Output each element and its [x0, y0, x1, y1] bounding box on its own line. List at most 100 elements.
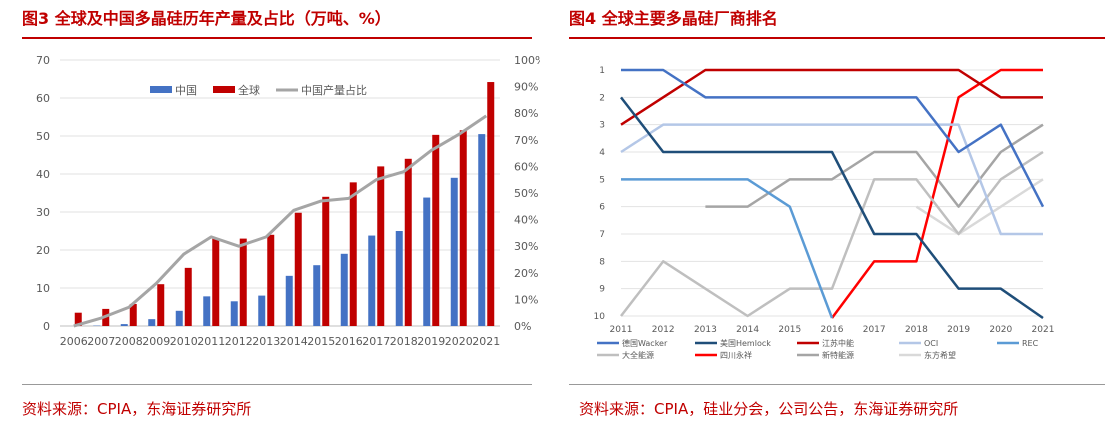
- left-axis-tick-label: 0: [43, 320, 50, 333]
- bar-全球: [432, 134, 440, 326]
- right-axis-tick-label: 90%: [514, 81, 538, 94]
- x-axis-tick-label: 2018: [905, 325, 928, 335]
- x-axis-tick-label: 2020: [445, 335, 473, 348]
- bar-全球: [239, 238, 247, 326]
- right-axis-tick-label: 50%: [514, 187, 538, 200]
- bar-中国: [120, 324, 128, 326]
- legend-label: 江苏中能: [822, 338, 854, 348]
- bar-中国: [478, 134, 486, 326]
- bar-全球: [184, 267, 192, 326]
- x-axis-tick-label: 2016: [821, 325, 844, 335]
- bar-中国: [285, 275, 293, 326]
- x-axis-tick-label: 2012: [225, 335, 253, 348]
- legend-label: 四川永祥: [720, 350, 752, 360]
- right-axis-tick-label: 60%: [514, 160, 538, 173]
- x-axis-tick-label: 2007: [87, 335, 115, 348]
- legend-label: 中国产量占比: [301, 83, 367, 97]
- bar-全球: [487, 82, 495, 326]
- line-series-四川永祥: [830, 68, 1043, 319]
- line-series-大全能源: [620, 150, 1044, 318]
- right-axis-tick-label: 40%: [514, 214, 538, 227]
- right-axis-tick-label: 70%: [514, 134, 538, 147]
- legend-label: 大全能源: [622, 350, 654, 360]
- bar-全球: [74, 312, 82, 326]
- legend-label: REC: [1022, 339, 1039, 348]
- x-axis-tick-label: 2016: [335, 335, 363, 348]
- x-axis-tick-label: 2021: [1032, 325, 1055, 335]
- x-axis-tick-label: 2017: [362, 335, 390, 348]
- legend-label: 美国Hemlock: [720, 338, 771, 348]
- bar-全球: [322, 196, 330, 326]
- bar-中国: [203, 296, 211, 326]
- legend-label: 东方希望: [924, 350, 956, 360]
- y-axis-tick-label: 7: [599, 230, 605, 240]
- ranking-chart: 1 2 3 4 5 6 7 8 9 10 2011 2012 2013 2014 2015 2016 2017 2…: [594, 66, 1055, 360]
- bar-中国: [395, 231, 403, 326]
- x-axis-tick-label: 2018: [390, 335, 418, 348]
- x-axis-tick-label: 2013: [694, 325, 717, 335]
- bar-全球: [377, 166, 385, 326]
- right-axis-tick-label: 10%: [514, 293, 538, 306]
- x-axis-tick-label: 2012: [652, 325, 675, 335]
- x-axis-tick-label: 2019: [417, 335, 445, 348]
- y-axis-tick-label: 8: [599, 257, 605, 267]
- bar-全球: [157, 284, 165, 326]
- x-axis-tick-label: 2021: [472, 335, 500, 348]
- bar-中国: [368, 235, 376, 326]
- legend-swatch: [213, 86, 235, 93]
- x-axis-tick-label: 2019: [947, 325, 970, 335]
- right-axis-tick-label: 30%: [514, 240, 538, 253]
- y-axis-tick-label: 5: [599, 175, 605, 185]
- production-chart: 0 10 20 30 40 50 60 70 0% 10% 20% 30% 40% 50% 60% 70% 80…: [36, 54, 540, 348]
- line-series-REC: [621, 178, 834, 319]
- y-axis-tick-label: 2: [599, 93, 605, 103]
- left-axis-tick-label: 20: [36, 244, 50, 257]
- right-axis-tick-label: 100%: [514, 54, 540, 67]
- line-series-美国Hemlock: [620, 96, 1044, 320]
- x-axis-tick-label: 2011: [610, 325, 633, 335]
- line-series-新特能源: [705, 123, 1044, 208]
- bar-中国: [230, 301, 238, 326]
- left-axis-tick-label: 70: [36, 54, 50, 67]
- y-axis-tick-label: 10: [594, 312, 606, 322]
- x-axis-tick-label: 2009: [142, 335, 170, 348]
- bar-全球: [404, 158, 412, 326]
- line-series-江苏中能: [620, 68, 1043, 126]
- left-axis-tick-label: 30: [36, 206, 50, 219]
- line-series-德国Wacker: [621, 68, 1045, 208]
- x-axis-tick-label: 2010: [170, 335, 198, 348]
- bar-全球: [267, 234, 275, 326]
- bar-中国: [148, 319, 156, 326]
- line-series-OCI: [620, 123, 1043, 236]
- left-axis-tick-label: 40: [36, 168, 50, 181]
- figure-3-source: 资料来源：CPIA，东海证券研究所: [22, 400, 252, 418]
- bar-全球: [459, 130, 467, 326]
- x-axis-tick-label: 2011: [197, 335, 225, 348]
- x-axis-tick-label: 2013: [252, 335, 280, 348]
- bar-全球: [294, 212, 302, 326]
- title-divider: [22, 37, 532, 39]
- x-axis-tick-label: 2014: [736, 325, 759, 335]
- figure-3-title: 图3 全球及中国多晶硅历年产量及占比（万吨、%）: [22, 9, 391, 28]
- legend-label: 全球: [238, 83, 260, 97]
- bar-中国: [175, 310, 183, 326]
- bar-中国: [423, 197, 431, 326]
- y-axis-tick-label: 1: [599, 66, 605, 76]
- bar-中国: [450, 177, 458, 326]
- right-axis-tick-label: 80%: [514, 107, 538, 120]
- left-axis-tick-label: 10: [36, 282, 50, 295]
- y-axis-tick-label: 9: [599, 285, 605, 295]
- x-axis-tick-label: 2006: [60, 335, 88, 348]
- left-axis-tick-label: 60: [36, 92, 50, 105]
- x-axis-tick-label: 2008: [115, 335, 143, 348]
- bar-中国: [313, 265, 321, 326]
- title-divider: [569, 37, 1105, 39]
- line-series-share: [73, 114, 488, 328]
- right-axis-tick-label: 0%: [514, 320, 531, 333]
- y-axis-tick-label: 3: [599, 121, 605, 131]
- bar-全球: [129, 303, 137, 326]
- x-axis-tick-label: 2015: [778, 325, 801, 335]
- y-axis-tick-label: 6: [599, 203, 605, 213]
- bar-全球: [349, 182, 357, 326]
- bar-全球: [212, 238, 220, 326]
